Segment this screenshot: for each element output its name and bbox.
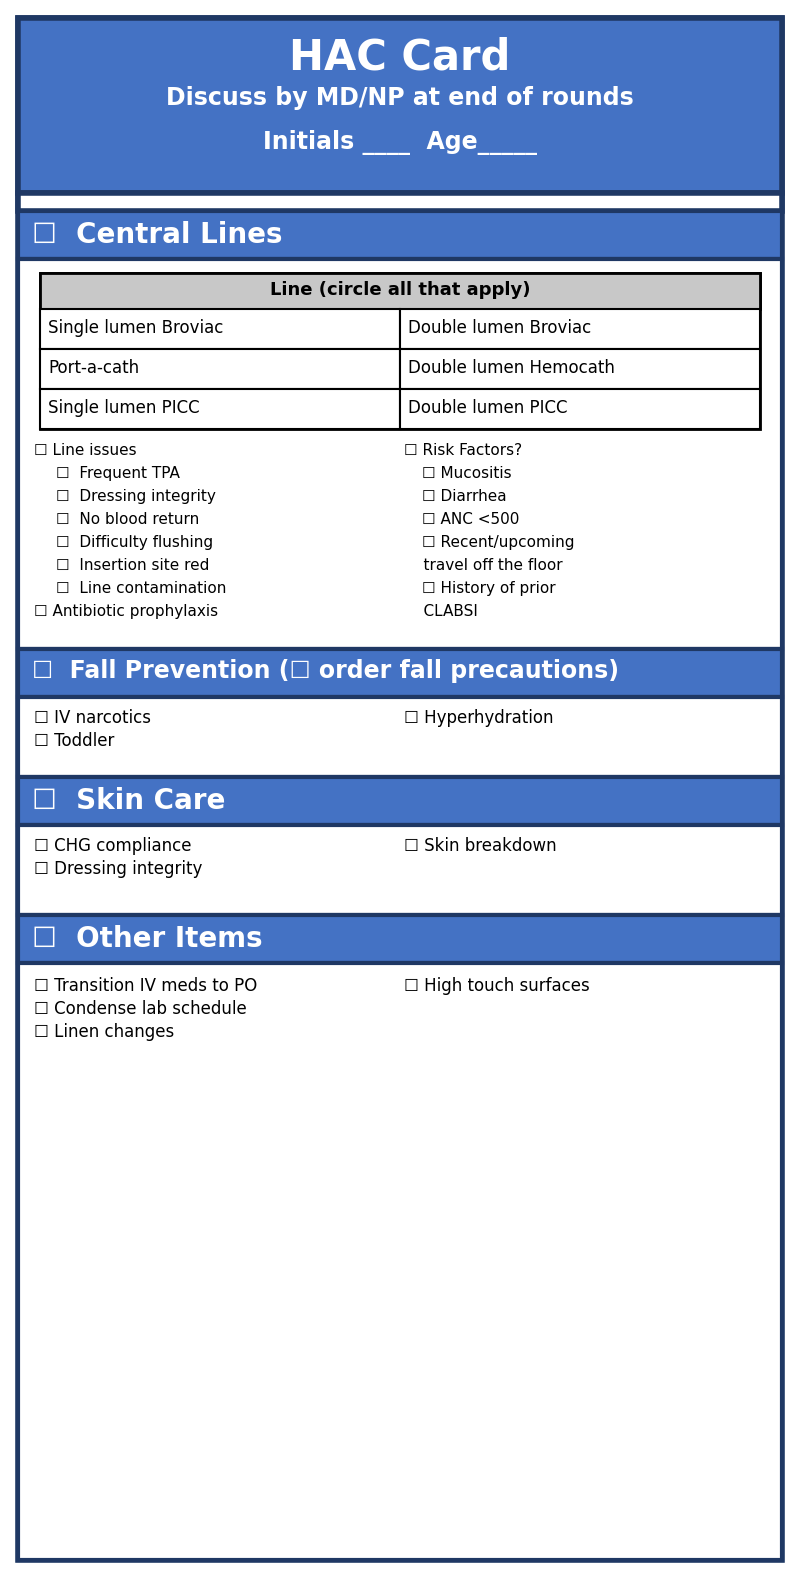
Text: Line (circle all that apply): Line (circle all that apply) xyxy=(270,281,530,298)
Text: ☐ CHG compliance: ☐ CHG compliance xyxy=(34,836,191,855)
Text: ☐  Fall Prevention (☐ order fall precautions): ☐ Fall Prevention (☐ order fall precauti… xyxy=(32,660,619,683)
Text: ☐ Mucositis: ☐ Mucositis xyxy=(422,466,512,481)
Bar xyxy=(400,349,760,390)
Text: ☐ High touch surfaces: ☐ High touch surfaces xyxy=(404,977,590,996)
Text: ☐ Antibiotic prophylaxis: ☐ Antibiotic prophylaxis xyxy=(34,604,218,619)
Text: Single lumen PICC: Single lumen PICC xyxy=(48,399,200,417)
Bar xyxy=(400,390,760,429)
Text: Initials ____  Age_____: Initials ____ Age_____ xyxy=(263,129,537,155)
Bar xyxy=(18,963,782,1561)
Text: ☐ Dressing integrity: ☐ Dressing integrity xyxy=(34,860,202,877)
Text: ☐  Dressing integrity: ☐ Dressing integrity xyxy=(56,489,216,503)
Bar xyxy=(18,825,782,915)
Bar xyxy=(18,259,782,649)
Text: Single lumen Broviac: Single lumen Broviac xyxy=(48,319,223,338)
Bar xyxy=(40,309,400,349)
Text: ☐  Line contamination: ☐ Line contamination xyxy=(56,581,226,596)
Bar xyxy=(18,211,782,259)
Text: ☐ Diarrhea: ☐ Diarrhea xyxy=(422,489,506,503)
Bar xyxy=(18,915,782,963)
Text: Port-a-cath: Port-a-cath xyxy=(48,360,139,377)
Bar xyxy=(40,390,400,429)
Bar xyxy=(18,649,782,697)
Bar xyxy=(40,273,760,429)
Bar xyxy=(18,17,782,193)
Text: ☐ IV narcotics: ☐ IV narcotics xyxy=(34,709,151,727)
Text: Double lumen PICC: Double lumen PICC xyxy=(408,399,567,417)
Bar xyxy=(18,697,782,776)
Text: ☐ Recent/upcoming: ☐ Recent/upcoming xyxy=(422,535,574,551)
Bar xyxy=(40,273,760,309)
Text: ☐  No blood return: ☐ No blood return xyxy=(56,511,199,527)
Text: ☐ ANC <500: ☐ ANC <500 xyxy=(422,511,519,527)
Text: HAC Card: HAC Card xyxy=(290,36,510,77)
Text: ☐  Other Items: ☐ Other Items xyxy=(32,925,262,953)
Text: Discuss by MD/NP at end of rounds: Discuss by MD/NP at end of rounds xyxy=(166,85,634,110)
Bar xyxy=(40,349,400,390)
Text: travel off the floor: travel off the floor xyxy=(404,559,562,573)
Text: ☐ Transition IV meds to PO: ☐ Transition IV meds to PO xyxy=(34,977,258,996)
Text: ☐ Line issues: ☐ Line issues xyxy=(34,443,137,458)
Text: Double lumen Hemocath: Double lumen Hemocath xyxy=(408,360,615,377)
Text: ☐  Insertion site red: ☐ Insertion site red xyxy=(56,559,210,573)
Text: ☐ Hyperhydration: ☐ Hyperhydration xyxy=(404,709,554,727)
Text: ☐ History of prior: ☐ History of prior xyxy=(422,581,556,596)
Text: ☐ Toddler: ☐ Toddler xyxy=(34,732,114,750)
Bar xyxy=(18,193,782,211)
Text: Double lumen Broviac: Double lumen Broviac xyxy=(408,319,591,338)
Text: ☐  Skin Care: ☐ Skin Care xyxy=(32,787,226,814)
Bar xyxy=(18,776,782,825)
Bar xyxy=(400,309,760,349)
Text: ☐  Central Lines: ☐ Central Lines xyxy=(32,221,282,249)
Text: ☐ Skin breakdown: ☐ Skin breakdown xyxy=(404,836,557,855)
Text: ☐  Frequent TPA: ☐ Frequent TPA xyxy=(56,466,180,481)
Text: ☐  Difficulty flushing: ☐ Difficulty flushing xyxy=(56,535,213,551)
Text: CLABSI: CLABSI xyxy=(404,604,478,619)
Text: ☐ Condense lab schedule: ☐ Condense lab schedule xyxy=(34,1000,246,1018)
Text: ☐ Risk Factors?: ☐ Risk Factors? xyxy=(404,443,522,458)
Text: ☐ Linen changes: ☐ Linen changes xyxy=(34,1023,174,1041)
